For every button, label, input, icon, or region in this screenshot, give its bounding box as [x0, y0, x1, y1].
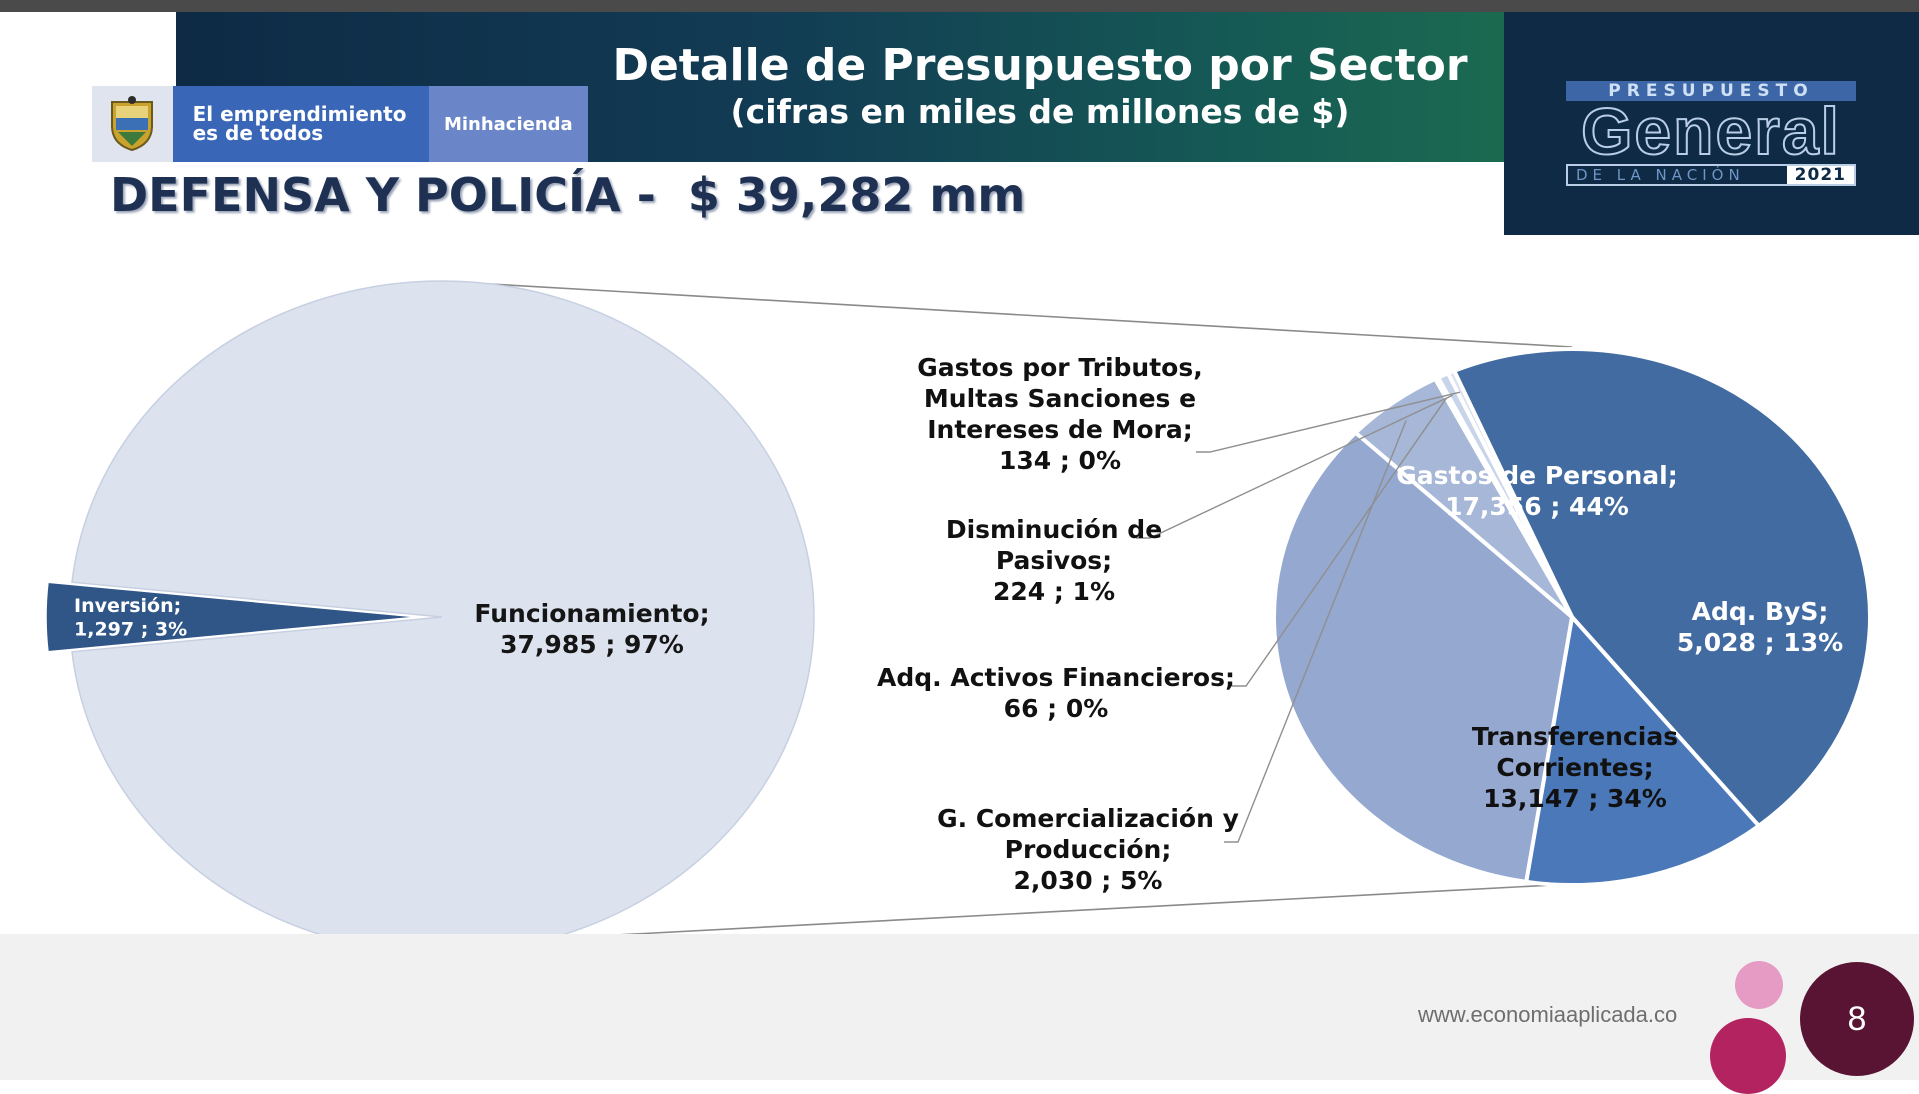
secondary-slice-2 — [1271, 430, 1575, 885]
logo-slogan: El emprendimiento es de todos — [172, 86, 429, 162]
leader-line-6 — [1196, 391, 1461, 453]
slice-inversion — [45, 581, 419, 653]
ministry-label: Minhacienda — [428, 86, 588, 162]
label-funcionamiento: Funcionamiento; 37,985 ; 97% — [474, 599, 709, 659]
badge-year: 2021 — [1786, 166, 1854, 184]
connector-line-bottom — [559, 883, 1573, 939]
connector-line-top — [489, 283, 1573, 348]
label-secondary-6: Gastos por Tributos, Multas Sanciones e In… — [917, 353, 1203, 475]
secondary-slice-1 — [1523, 612, 1762, 887]
label-secondary-5: Disminución de Pasivos; 224 ; 1% — [946, 515, 1162, 606]
label-inversion: Inversión; 1,297 ; 3% — [74, 595, 187, 641]
label-gastos-personal: Gastos de Personal; 17,356 ; 44% — [1396, 461, 1677, 521]
badge-top-text: PRESUPUESTO — [1566, 81, 1856, 101]
top-bar — [0, 0, 1919, 12]
coat-of-arms-icon — [92, 86, 173, 162]
logo-line-1: El emprendimiento — [192, 102, 407, 126]
page-number: 8 — [1800, 962, 1914, 1076]
government-logo: El emprendimiento es de todos Minhaciend… — [92, 86, 588, 162]
label-secondary-4: Adq. Activos Financieros; 66 ; 0% — [877, 663, 1235, 723]
label-adq-bys: Adq. ByS; 5,028 ; 13% — [1677, 597, 1843, 657]
logo-line-2: es de todos — [192, 121, 324, 145]
label-transferencias: Transferencias Corrientes; 13,147 ; 34% — [1472, 722, 1678, 813]
page-subtitle: (cifras en miles de millones de $) — [730, 92, 1350, 131]
badge-bottom-text: DE LA NACIÓN — [1576, 166, 1745, 184]
website-link[interactable]: www.economiaaplicada.co — [1418, 1002, 1678, 1027]
secondary-slice-0 — [1451, 347, 1872, 829]
secondary-slice-6 — [1445, 368, 1574, 618]
leader-line-4 — [1232, 397, 1448, 687]
leader-line-5 — [1136, 394, 1453, 539]
decorative-dot-pink — [1735, 961, 1783, 1009]
badge-bottom: DE LA NACIÓN 2021 — [1566, 164, 1856, 186]
badge-middle-text: General — [1580, 94, 1841, 168]
leader-line-3 — [1224, 420, 1407, 843]
label-secondary-3: G. Comercialización y Producción; 2,030 ; … — [937, 804, 1239, 895]
sector-heading: DEFENSA Y POLICÍA - $ 39,282 mm — [110, 168, 1026, 222]
presupuesto-general-badge: PRESUPUESTO General DE LA NACIÓN 2021 — [1504, 12, 1919, 235]
decorative-dot-magenta — [1710, 1018, 1786, 1094]
page-title: Detalle de Presupuesto por Sector — [612, 40, 1468, 91]
slice-funcionamiento — [71, 280, 815, 954]
footer-band — [0, 934, 1919, 1080]
